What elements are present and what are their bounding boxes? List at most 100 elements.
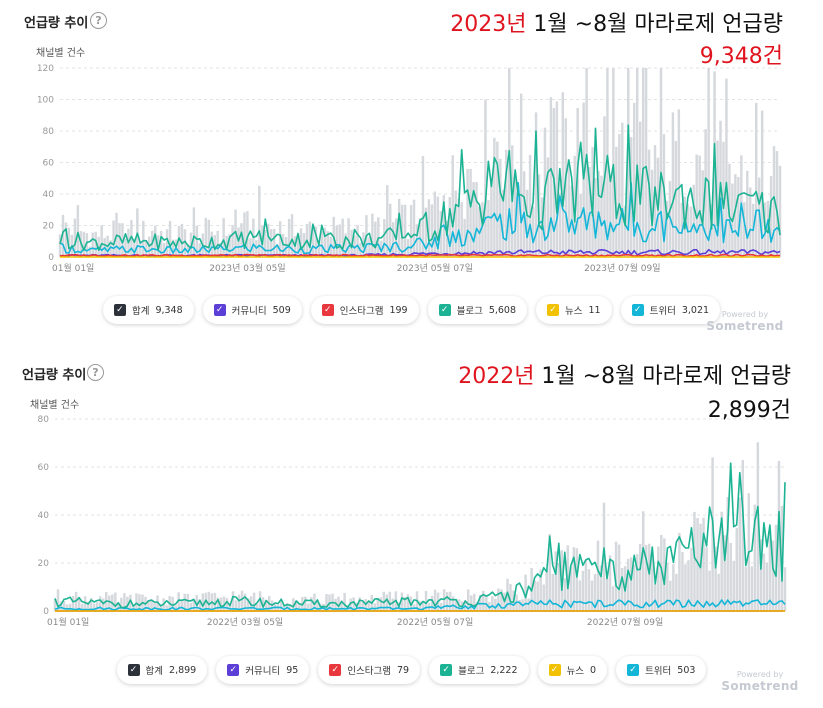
total-bar — [638, 121, 642, 257]
checkbox-icon[interactable]: ✓ — [227, 664, 240, 676]
total-bar — [283, 604, 286, 611]
total-bar — [569, 566, 573, 611]
total-bar — [466, 168, 469, 257]
total-bar — [594, 178, 597, 257]
y-axis-label: 채널별 건수 — [36, 48, 86, 59]
checkbox-icon[interactable]: ✓ — [127, 664, 140, 676]
help-icon[interactable]: ? — [90, 12, 107, 29]
total-bar — [445, 592, 449, 611]
legend-item[interactable]: ✓ 인스타그램 199 — [310, 296, 419, 324]
total-bar — [624, 205, 627, 257]
total-bar — [566, 545, 570, 611]
total-bar — [476, 602, 479, 611]
total-bar — [289, 604, 292, 611]
total-bar — [439, 602, 443, 611]
checkbox-icon[interactable]: ✓ — [329, 664, 342, 676]
legend-item[interactable]: ✓ 뉴스 0 — [537, 656, 608, 684]
total-bar — [587, 569, 591, 611]
legend-item[interactable]: ✓ 블로그 5,608 — [427, 296, 528, 324]
total-bar — [80, 603, 84, 611]
x-tick-label: 2023년 07월 09일 — [584, 262, 660, 274]
headline: 2023년 1월 ~8월 마라로제 언급량 — [450, 6, 783, 38]
legend-item[interactable]: ✓ 뉴스 11 — [536, 296, 612, 324]
total-bar — [376, 599, 380, 611]
total-bar — [344, 233, 347, 257]
legend-count: 11 — [588, 304, 601, 316]
total-bar — [533, 580, 536, 611]
total-bar — [430, 595, 434, 611]
total-bar — [684, 564, 687, 611]
total-bar — [409, 205, 413, 257]
total-bar — [653, 145, 657, 257]
total-bar — [126, 596, 129, 611]
checkbox-icon[interactable]: ✓ — [213, 304, 226, 316]
total-bar — [687, 560, 690, 611]
legend-item[interactable]: ✓ 블로그 2,222 — [429, 656, 529, 684]
help-icon[interactable]: ? — [87, 364, 104, 381]
total-bar — [725, 78, 728, 257]
total-bar — [177, 226, 181, 257]
total-bar — [323, 227, 327, 257]
y-tick-label: 60 — [43, 159, 55, 169]
total-bar — [249, 238, 252, 257]
total-bar — [121, 223, 124, 257]
total-bar — [337, 596, 340, 611]
checkbox-icon[interactable]: ✓ — [548, 664, 561, 676]
total-bar — [92, 603, 96, 611]
total-bar — [615, 146, 618, 257]
total-bar — [210, 231, 213, 257]
total-bar — [454, 599, 458, 611]
checkbox-icon[interactable]: ✓ — [627, 664, 640, 676]
total-bar — [430, 204, 434, 257]
checkbox-icon[interactable]: ✓ — [631, 304, 644, 316]
legend-label: 인스타그램 — [339, 306, 384, 317]
legend-label: 트위터 — [645, 666, 672, 677]
total-bar — [660, 534, 663, 611]
legend-item[interactable]: ✓ 트위터 3,021 — [620, 296, 721, 324]
total-bar — [89, 598, 93, 611]
total-bar — [358, 597, 361, 611]
legend-item[interactable]: ✓ 트위터 503 — [616, 656, 707, 684]
total-bar — [139, 241, 142, 257]
total-bar — [296, 234, 300, 257]
total-bar — [735, 527, 738, 611]
total-bar — [219, 597, 223, 611]
checkbox-icon[interactable]: ✓ — [113, 304, 126, 316]
legend-item[interactable]: ✓ 합계 2,899 — [116, 656, 208, 684]
legend-item[interactable]: ✓ 커뮤니티 509 — [202, 296, 302, 324]
line-chart-2022: 0 20 40 60 80 01월 01일 2022년 03월 05일 2022년 05월 0… — [38, 415, 787, 628]
total-bar — [99, 596, 102, 611]
total-bar — [743, 202, 746, 257]
legend-item[interactable]: ✓ 인스타그램 79 — [318, 656, 421, 684]
total-bars — [53, 442, 787, 611]
total-bar — [741, 460, 745, 611]
series-line-5 — [59, 124, 781, 252]
checkbox-icon[interactable]: ✓ — [438, 304, 451, 316]
total-bar — [509, 583, 512, 611]
checkbox-icon[interactable]: ✓ — [547, 304, 560, 316]
total-bar — [186, 593, 189, 611]
legend-item[interactable]: ✓ 합계 9,348 — [102, 296, 194, 324]
checkbox-icon[interactable]: ✓ — [321, 304, 334, 316]
total-bar — [690, 547, 693, 611]
total-bar — [86, 601, 90, 611]
total-bar — [487, 200, 490, 257]
series-line-1 — [54, 599, 786, 611]
total-bar — [632, 564, 636, 611]
total-bar — [744, 567, 748, 611]
total-bar — [472, 182, 475, 257]
total-bar — [255, 603, 259, 611]
total-bar — [669, 580, 672, 611]
total-bar — [502, 189, 505, 257]
total-bar — [180, 223, 184, 257]
total-bar — [632, 102, 636, 257]
total-bar — [734, 174, 737, 257]
total-bar — [356, 225, 359, 257]
legend-count: 9,348 — [155, 304, 183, 316]
total-bar — [189, 602, 192, 611]
legend-label: 블로그 — [458, 666, 485, 677]
checkbox-icon[interactable]: ✓ — [440, 664, 453, 676]
total-bar — [519, 93, 523, 258]
legend-item[interactable]: ✓ 커뮤니티 95 — [216, 656, 310, 684]
total-bar — [171, 596, 174, 611]
